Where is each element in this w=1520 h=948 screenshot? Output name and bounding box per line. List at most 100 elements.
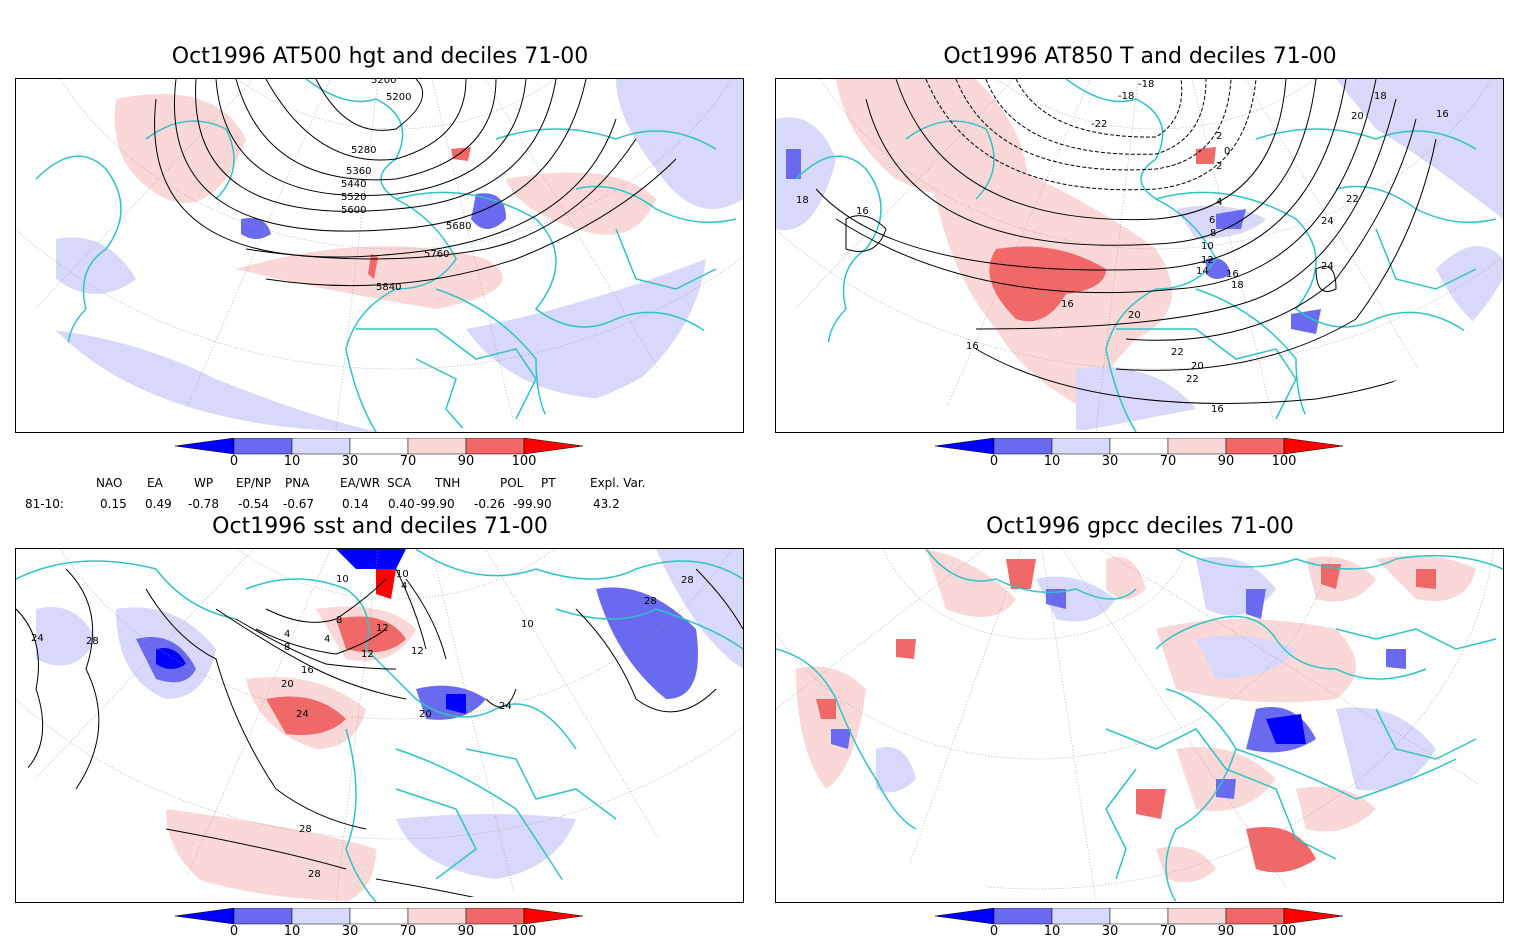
contour-label: 8 bbox=[1210, 228, 1216, 239]
contour-label: 10 bbox=[336, 574, 349, 585]
colorbar-tick: 90 bbox=[457, 924, 475, 939]
colorbar-tick: 70 bbox=[399, 924, 417, 939]
anomaly-patch bbox=[336, 549, 406, 569]
contour-label: 18 bbox=[1374, 91, 1387, 102]
colorbar-tick: 70 bbox=[399, 454, 417, 469]
contour-label: 16 bbox=[966, 341, 979, 352]
anomaly-patch bbox=[376, 569, 396, 599]
colorbar-tick: 90 bbox=[457, 454, 475, 469]
anomaly-patch bbox=[368, 254, 378, 279]
colorbar-1: 0 10 30 70 90 100 bbox=[175, 438, 595, 478]
colorbar-tick: 30 bbox=[1101, 454, 1119, 469]
contour-label: 4 bbox=[324, 634, 330, 645]
index-header-tnh: TNH bbox=[435, 476, 461, 490]
map-panel-sst: 28 24 28 28 4 8 4 8 12 16 20 24 20 24 28… bbox=[15, 548, 744, 903]
contour-label: 5280 bbox=[351, 145, 376, 156]
anomaly-patch bbox=[266, 696, 346, 735]
panel-title-hgt500: Oct1996 AT500 hgt and deciles 71-00 bbox=[171, 44, 589, 69]
contour-label: 8 bbox=[284, 642, 290, 653]
anomaly-patch bbox=[166, 809, 376, 902]
contour-label: 4 bbox=[1216, 197, 1222, 208]
index-value: 43.2 bbox=[593, 497, 620, 511]
colorbar-2: 0 10 30 70 90 100 bbox=[935, 438, 1355, 478]
colorbar-tick: 0 bbox=[229, 454, 239, 469]
colorbar-tick: 0 bbox=[229, 924, 239, 939]
anomaly-patch bbox=[506, 172, 656, 235]
index-value: -0.26 bbox=[474, 497, 506, 511]
anomaly-patch bbox=[616, 79, 743, 209]
contour-label: 10 bbox=[396, 569, 409, 580]
precip-anomaly-patches bbox=[796, 549, 1476, 883]
height-contours bbox=[154, 79, 677, 287]
map-panel-t850: -18 -18 -22 2 0 2 4 6 8 10 12 14 16 18 1… bbox=[775, 78, 1504, 433]
contour-labels: 28 24 28 28 4 8 4 8 12 16 20 24 20 24 28… bbox=[31, 569, 694, 880]
coastlines bbox=[16, 549, 743, 902]
contour-label: -18 bbox=[1138, 79, 1154, 90]
colorbar-tick: 30 bbox=[341, 924, 359, 939]
contour-label: 12 bbox=[376, 623, 389, 634]
contour-label: 2 bbox=[1216, 161, 1222, 172]
anomaly-patch bbox=[786, 149, 801, 179]
contour-label: 20 bbox=[419, 709, 432, 720]
contour-label: 22 bbox=[1171, 347, 1184, 358]
index-header-ea: EA bbox=[147, 476, 163, 490]
index-header-eawr: EA/WR bbox=[340, 476, 381, 490]
map-t850: -18 -18 -22 2 0 2 4 6 8 10 12 14 16 18 1… bbox=[776, 79, 1503, 432]
contour-label: 28 bbox=[644, 596, 657, 607]
contour-label: 24 bbox=[296, 709, 309, 720]
colorbar-tick: 100 bbox=[511, 924, 537, 939]
sst-contours bbox=[16, 568, 743, 902]
contour-label: 22 bbox=[1346, 194, 1359, 205]
colorbar-tick: 100 bbox=[511, 454, 537, 469]
contour-label: 16 bbox=[1211, 404, 1224, 415]
contour-label: 24 bbox=[1321, 216, 1334, 227]
contour-label: 18 bbox=[796, 195, 809, 206]
graticule bbox=[776, 549, 1503, 902]
colorbar-swatches bbox=[935, 908, 1344, 925]
index-value: -0.67 bbox=[283, 497, 315, 511]
contour-label: 12 bbox=[1201, 255, 1214, 266]
anomaly-patch bbox=[1196, 147, 1216, 164]
panel-title-sst: Oct1996 sst and deciles 71-00 bbox=[212, 514, 548, 539]
anomaly-patch bbox=[989, 246, 1106, 322]
colorbar-tick: 10 bbox=[1043, 454, 1061, 469]
map-sst: 28 24 28 28 4 8 4 8 12 16 20 24 20 24 28… bbox=[16, 549, 743, 902]
contour-label: 12 bbox=[411, 646, 424, 657]
temperature-contours bbox=[815, 79, 1477, 404]
anomaly-patch bbox=[446, 694, 466, 714]
coastlines bbox=[776, 549, 1503, 902]
anomaly-patch bbox=[1336, 79, 1503, 219]
contour-label: 5680 bbox=[446, 221, 471, 232]
contour-label: 24 bbox=[31, 633, 44, 644]
index-value: -99.90 bbox=[513, 497, 552, 511]
contour-label: 28 bbox=[86, 636, 99, 647]
index-value: 0.15 bbox=[100, 497, 127, 511]
panel-title-gpcc: Oct1996 gpcc deciles 71-00 bbox=[986, 514, 1294, 539]
contour-label: 20 bbox=[1351, 111, 1364, 122]
contour-label: 5760 bbox=[424, 249, 449, 260]
contour-label: 16 bbox=[856, 206, 869, 217]
colorbar-tick: 30 bbox=[1101, 924, 1119, 939]
index-value: 0.49 bbox=[145, 497, 172, 511]
index-value: -0.78 bbox=[188, 497, 220, 511]
anomaly-patch bbox=[776, 117, 836, 231]
contour-label: 16 bbox=[1061, 299, 1074, 310]
index-value: -99.90 bbox=[416, 497, 455, 511]
index-header-wp: WP bbox=[194, 476, 214, 490]
colorbar-tick: 10 bbox=[283, 454, 301, 469]
colorbar-swatches bbox=[175, 908, 584, 925]
anomaly-patch bbox=[36, 607, 96, 666]
contour-label: 5840 bbox=[376, 282, 401, 293]
contour-label: 8 bbox=[336, 615, 342, 626]
contour-label: 24 bbox=[499, 701, 512, 712]
contour-label: 16 bbox=[1436, 109, 1449, 120]
anomaly-patch bbox=[1291, 309, 1321, 334]
colorbar-tick: 100 bbox=[1271, 924, 1297, 939]
colorbar-tick: 100 bbox=[1271, 454, 1297, 469]
contour-label: 10 bbox=[1201, 241, 1214, 252]
contour-label: 6 bbox=[1209, 215, 1215, 226]
index-value: -0.54 bbox=[238, 497, 270, 511]
colorbar-swatches bbox=[935, 438, 1344, 455]
outside-mask bbox=[776, 279, 1503, 432]
anomaly-patch bbox=[656, 549, 743, 669]
